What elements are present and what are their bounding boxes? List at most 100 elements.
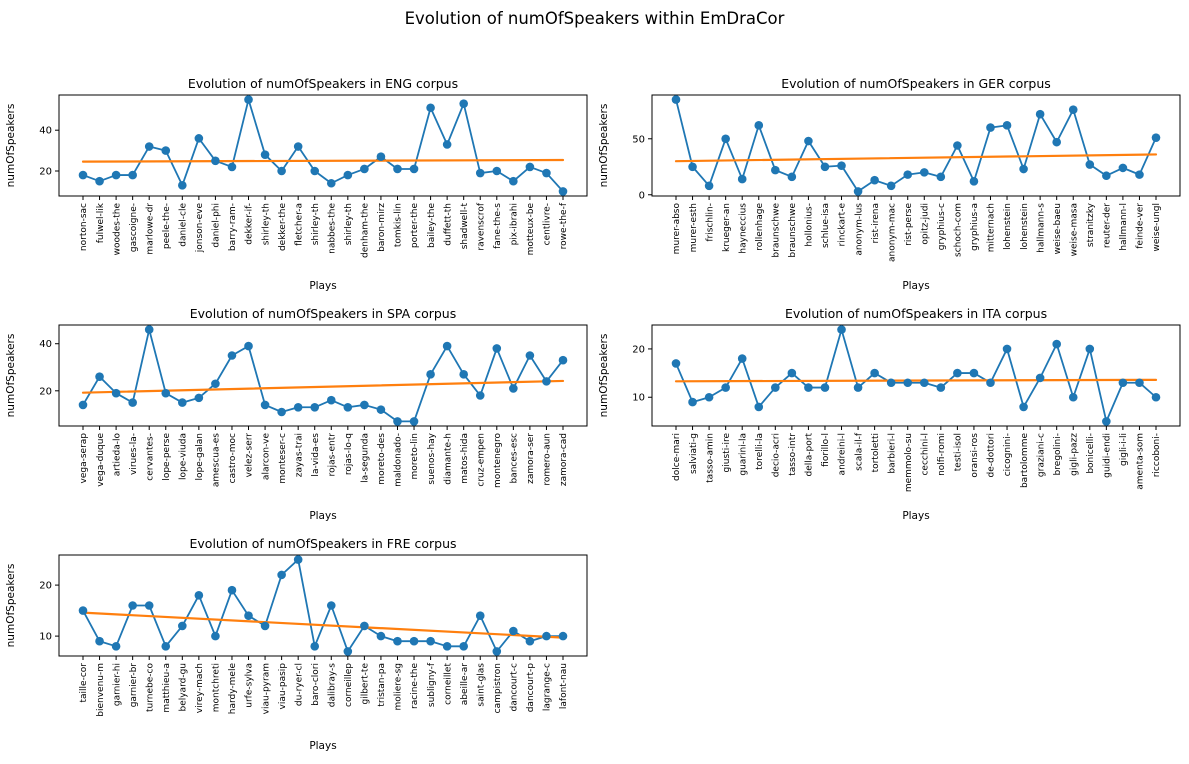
data-point-marker xyxy=(1035,373,1045,383)
x-tick-label: motteux-be xyxy=(526,203,536,256)
x-tick-label: moreto-lin xyxy=(410,433,420,479)
data-point-marker xyxy=(704,392,714,402)
x-tick-label: testi-isol xyxy=(954,433,964,471)
data-point-marker xyxy=(1118,378,1128,388)
x-tick-label: denham-the xyxy=(361,203,371,258)
x-tick-label: weise-baeu xyxy=(1053,203,1063,254)
data-point-marker xyxy=(804,383,813,392)
data-point-marker xyxy=(688,397,697,407)
data-point-marker xyxy=(244,95,253,104)
axes-frame xyxy=(651,324,1181,427)
x-tick-label: della-port xyxy=(805,433,815,477)
x-tick-label: bienvenu-m xyxy=(96,663,106,717)
x-tick-label: barbieri-l xyxy=(887,433,897,474)
x-tick-label: montenegro xyxy=(493,433,503,489)
x-tick-label: subligny-f xyxy=(427,662,437,707)
data-point-marker xyxy=(837,325,846,334)
data-point-marker xyxy=(754,402,764,412)
chart-svg: Evolution of numOfSpeakers in FRE corpus… xyxy=(5,536,588,752)
data-point-marker xyxy=(211,379,220,389)
x-tick-label: taille-cor xyxy=(79,663,89,703)
data-point-marker xyxy=(542,631,551,641)
x-tick-label: lohenstein xyxy=(1020,203,1030,250)
x-tick-label: fane-the-s xyxy=(493,203,503,249)
data-point-marker xyxy=(969,177,979,186)
data-point-marker xyxy=(1151,133,1161,142)
y-tick-label: 0 xyxy=(639,190,645,201)
data-point-marker xyxy=(671,95,681,104)
chart-svg: Evolution of numOfSpeakers in ITA corpus… xyxy=(598,306,1181,522)
data-point-marker xyxy=(360,621,369,631)
x-tick-label: garnier-hi xyxy=(112,663,122,706)
data-point-marker xyxy=(277,166,286,176)
data-point-marker xyxy=(787,368,797,378)
data-point-marker xyxy=(1068,392,1078,402)
data-point-marker xyxy=(161,642,171,651)
x-tick-label: marlowe-dr xyxy=(145,203,155,255)
data-point-marker xyxy=(853,187,863,196)
x-tick-label: viau-pyram xyxy=(261,663,271,714)
x-tick-label: anonym-mac xyxy=(887,203,897,262)
data-point-marker xyxy=(771,165,780,175)
x-tick-label: shirley-th xyxy=(311,203,321,245)
data-point-marker xyxy=(95,372,104,381)
x-tick-label: schlue-isa xyxy=(821,203,831,248)
data-point-marker xyxy=(128,601,137,610)
data-point-marker xyxy=(459,370,468,379)
data-point-marker xyxy=(326,395,336,405)
x-tick-label: corneillep xyxy=(344,663,354,707)
x-tick-label: gigli-pazz xyxy=(1069,433,1079,476)
data-point-marker xyxy=(144,601,154,610)
y-tick-label: 20 xyxy=(39,581,52,592)
data-point-marker xyxy=(128,170,137,180)
data-point-marker xyxy=(886,378,896,388)
x-tick-label: la-segunda xyxy=(361,433,371,483)
data-point-marker xyxy=(78,606,88,615)
data-point-marker xyxy=(721,383,730,392)
data-point-marker xyxy=(409,417,419,426)
data-point-marker xyxy=(211,156,220,166)
y-tick-label: 40 xyxy=(39,339,52,350)
x-tick-label: scala-il-f xyxy=(854,432,864,471)
data-point-marker xyxy=(95,176,104,186)
x-tick-label: shadwell-t xyxy=(460,203,470,250)
x-tick-label: velez-serr xyxy=(245,433,255,478)
x-tick-label: tomkis-lin xyxy=(394,203,404,247)
x-tick-label: hardy-mele xyxy=(228,663,238,715)
data-point-marker xyxy=(426,103,435,113)
data-point-marker xyxy=(475,611,485,621)
data-point-marker xyxy=(277,407,286,417)
data-point-marker xyxy=(558,187,568,196)
x-tick-label: corneillet xyxy=(443,663,453,705)
x-tick-label: baron-mirz xyxy=(377,203,387,252)
data-point-marker xyxy=(936,383,946,392)
data-point-marker xyxy=(1135,378,1144,388)
x-tick-label: fiorillo-l xyxy=(821,433,831,467)
data-point-marker xyxy=(95,636,104,646)
x-axis-label: Plays xyxy=(309,740,336,752)
x-tick-label: rist-irena xyxy=(871,203,881,243)
data-point-marker xyxy=(820,162,830,172)
x-tick-label: bregolini- xyxy=(1053,433,1063,475)
x-tick-label: du-ryer-cl xyxy=(294,663,304,706)
data-point-marker xyxy=(343,402,353,412)
data-point-marker xyxy=(1085,160,1095,169)
x-tick-label: hallmann-s xyxy=(1036,203,1046,253)
data-point-marker xyxy=(178,180,187,190)
x-tick-label: artieda-lo xyxy=(112,433,122,477)
x-tick-label: belyard-gu xyxy=(179,663,189,712)
data-point-marker xyxy=(360,164,369,174)
data-point-marker xyxy=(919,378,929,388)
x-tick-label: gryphius-a xyxy=(970,203,980,251)
data-point-marker xyxy=(771,383,780,392)
data-point-marker xyxy=(194,134,204,143)
data-point-marker xyxy=(227,162,237,172)
data-point-marker xyxy=(277,570,286,580)
x-tick-label: weise-ungl xyxy=(1152,203,1162,252)
data-point-marker xyxy=(78,400,88,410)
x-tick-label: murer-esth xyxy=(689,203,699,252)
x-tick-label: virey-mach xyxy=(195,663,205,713)
x-tick-label: fulwel-lik xyxy=(96,202,106,243)
x-tick-label: campistron xyxy=(493,663,503,713)
x-tick-label: alarcon-ve xyxy=(261,433,271,481)
